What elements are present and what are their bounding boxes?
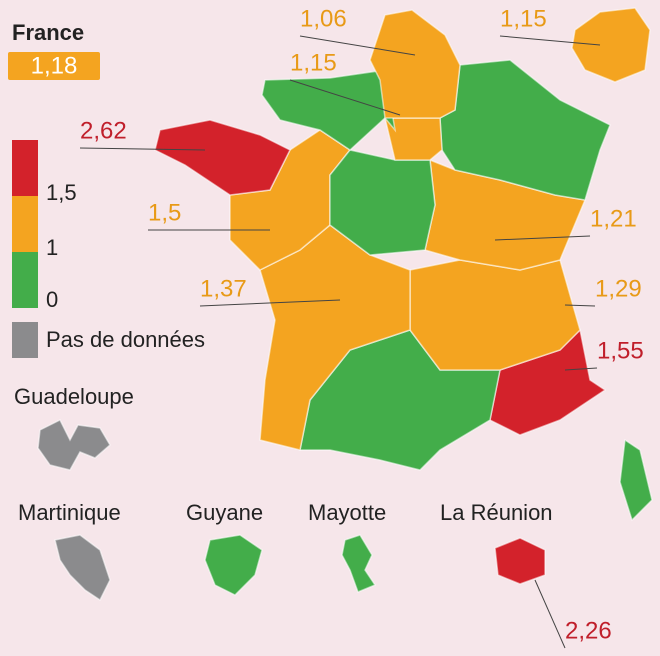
national-label: France	[12, 20, 84, 45]
callout-value: 1,15	[290, 49, 337, 76]
national-box	[8, 52, 100, 80]
region	[341, 534, 377, 593]
leader-line	[199, 299, 341, 307]
region	[571, 7, 651, 83]
leader-line	[564, 304, 596, 307]
leader-line	[499, 35, 601, 46]
territory-name: Mayotte	[308, 500, 386, 525]
region	[204, 534, 263, 596]
legend-label: 1,5	[46, 180, 77, 205]
legend-label: 1	[46, 235, 58, 260]
territory-name: Guadeloupe	[14, 384, 134, 409]
region	[37, 418, 111, 471]
callout-value: 1,5	[148, 199, 181, 226]
territory-name: Martinique	[18, 500, 121, 525]
region	[494, 537, 546, 585]
callout-value: 1,55	[597, 337, 644, 364]
callout-value: 1,06	[300, 5, 347, 32]
leader-line	[79, 147, 206, 151]
territory-name: La Réunion	[440, 500, 553, 525]
legend-label: Pas de données	[46, 327, 205, 352]
callout-value: 1,37	[200, 275, 247, 302]
legend-swatch	[12, 322, 38, 358]
callout-value: 1,29	[595, 275, 642, 302]
region	[619, 438, 653, 522]
national-value: 1,18	[31, 52, 78, 79]
region	[154, 119, 292, 196]
legend-swatch	[12, 196, 38, 252]
legend-swatch	[12, 140, 38, 196]
region	[54, 534, 111, 602]
territory-name: Guyane	[186, 500, 263, 525]
leader-line	[494, 235, 591, 241]
callout-value: 2,62	[80, 117, 127, 144]
leader-line	[564, 367, 598, 371]
callout-value: 2,26	[565, 617, 612, 644]
legend-label: 0	[46, 287, 58, 312]
region	[261, 69, 397, 151]
region	[369, 9, 461, 119]
leader-line	[289, 79, 401, 116]
callout-value: 1,15	[500, 5, 547, 32]
callout-value: 1,21	[590, 205, 637, 232]
legend-swatch	[12, 252, 38, 308]
leader-line	[299, 35, 416, 56]
leader-line	[534, 579, 566, 649]
